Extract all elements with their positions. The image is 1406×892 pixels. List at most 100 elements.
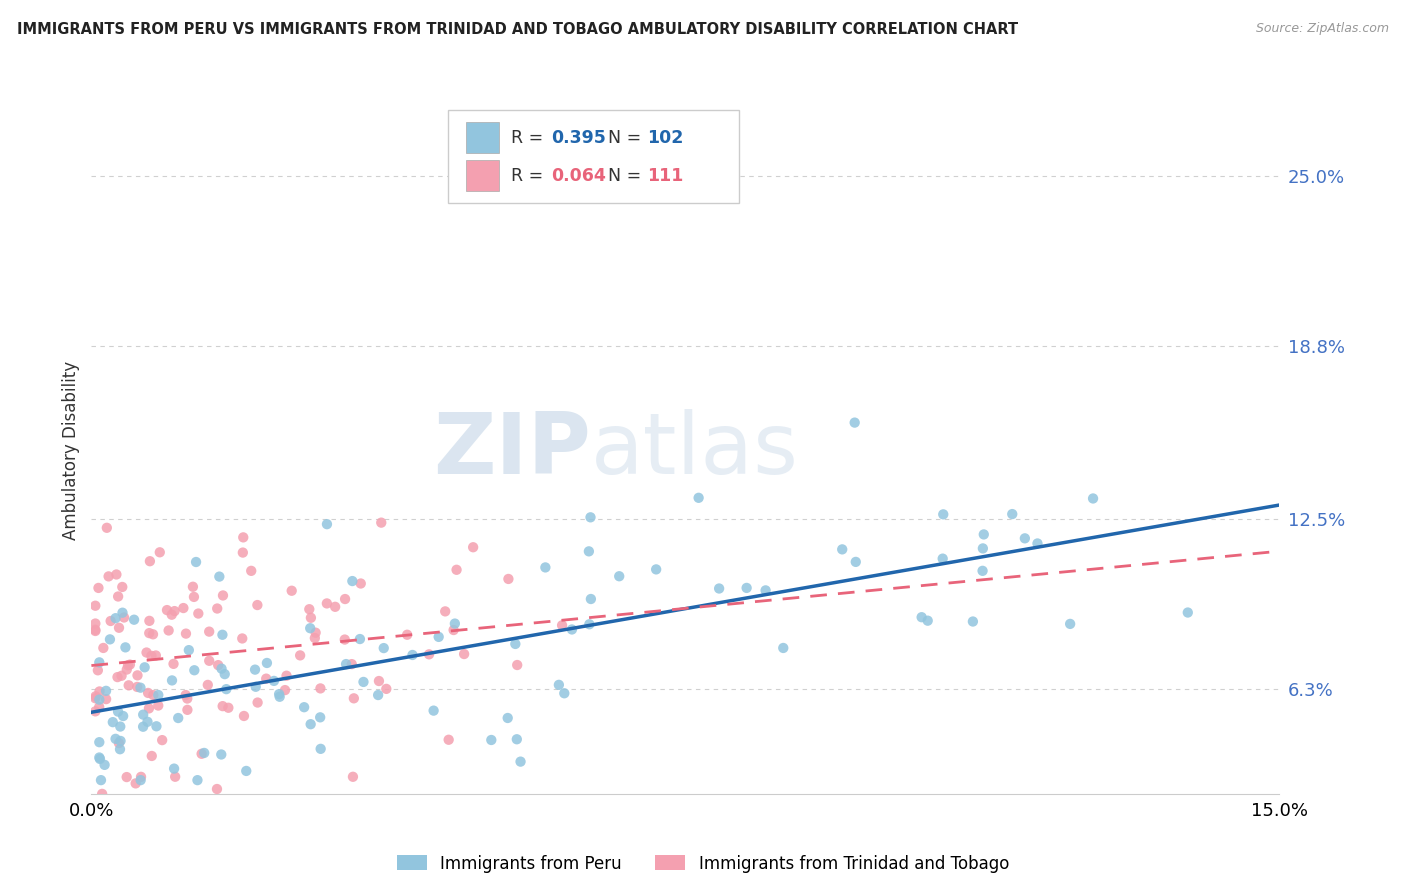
FancyBboxPatch shape: [447, 111, 740, 203]
Point: [844, 416, 866, 430]
Point: [453, 647, 475, 661]
Point: [93, 640, 115, 655]
Point: [107, 590, 129, 604]
Point: [579, 510, 602, 524]
Point: [299, 611, 322, 625]
Point: [89, 735, 111, 749]
Point: [160, 607, 183, 622]
Point: [735, 581, 758, 595]
Point: [163, 762, 186, 776]
Point: [148, 698, 170, 713]
Point: [142, 627, 165, 641]
Point: [132, 720, 155, 734]
Point: [129, 770, 152, 784]
Point: [110, 669, 132, 683]
Point: [246, 696, 269, 710]
Point: [205, 601, 228, 615]
Point: [110, 720, 132, 734]
Point: [340, 657, 363, 672]
Point: [579, 592, 602, 607]
Point: [112, 709, 135, 723]
Point: [87, 581, 110, 595]
Point: [335, 657, 357, 671]
Point: [434, 604, 457, 618]
Point: [149, 545, 172, 559]
Point: [845, 555, 868, 569]
Point: [932, 508, 955, 522]
Point: [304, 631, 326, 645]
Point: [89, 656, 111, 670]
Text: N =: N =: [609, 167, 647, 185]
Point: [479, 733, 502, 747]
Point: [1177, 606, 1199, 620]
Point: [104, 731, 127, 746]
Point: [105, 567, 128, 582]
Point: [165, 770, 187, 784]
Point: [211, 699, 233, 714]
Point: [263, 673, 285, 688]
Point: [561, 623, 583, 637]
Point: [1001, 507, 1024, 521]
Point: [145, 648, 167, 663]
Point: [174, 688, 197, 702]
Point: [84, 691, 107, 706]
Text: N =: N =: [609, 129, 647, 147]
Point: [100, 614, 122, 628]
Point: [89, 700, 111, 714]
Point: [1026, 536, 1049, 550]
Point: [98, 632, 121, 647]
Point: [127, 668, 149, 682]
Point: [97, 569, 120, 583]
Point: [141, 648, 163, 663]
Point: [498, 572, 520, 586]
Point: [108, 736, 131, 750]
Point: [973, 527, 995, 541]
Point: [292, 700, 315, 714]
Point: [111, 580, 134, 594]
Point: [299, 621, 322, 635]
Point: [142, 688, 165, 702]
Text: Source: ZipAtlas.com: Source: ZipAtlas.com: [1256, 22, 1389, 36]
Point: [427, 630, 450, 644]
Point: [93, 757, 115, 772]
Point: [505, 637, 527, 651]
Point: [141, 748, 163, 763]
Point: [772, 640, 794, 655]
Text: R =: R =: [510, 167, 548, 185]
Point: [176, 703, 198, 717]
Point: [207, 658, 229, 673]
Point: [211, 662, 233, 676]
Point: [117, 658, 139, 673]
Point: [108, 742, 131, 756]
Point: [145, 719, 167, 733]
Point: [368, 673, 391, 688]
Point: [163, 604, 186, 618]
Point: [136, 714, 159, 729]
Point: [375, 681, 398, 696]
Point: [198, 624, 221, 639]
Point: [276, 669, 298, 683]
Point: [323, 599, 346, 614]
Point: [84, 624, 107, 638]
Point: [962, 615, 984, 629]
Point: [89, 750, 111, 764]
Point: [214, 667, 236, 681]
Point: [917, 614, 939, 628]
Point: [167, 711, 190, 725]
Point: [342, 770, 364, 784]
Point: [112, 610, 135, 624]
Point: [373, 641, 395, 656]
Point: [127, 680, 149, 694]
Point: [245, 680, 267, 694]
Point: [506, 658, 529, 673]
Point: [972, 564, 994, 578]
Point: [551, 618, 574, 632]
Point: [298, 602, 321, 616]
Text: IMMIGRANTS FROM PERU VS IMMIGRANTS FROM TRINIDAD AND TOBAGO AMBULATORY DISABILIT: IMMIGRANTS FROM PERU VS IMMIGRANTS FROM …: [17, 22, 1018, 37]
Point: [607, 569, 630, 583]
Point: [309, 710, 332, 724]
Point: [139, 554, 162, 568]
Point: [232, 530, 254, 544]
Point: [176, 691, 198, 706]
Point: [138, 626, 160, 640]
